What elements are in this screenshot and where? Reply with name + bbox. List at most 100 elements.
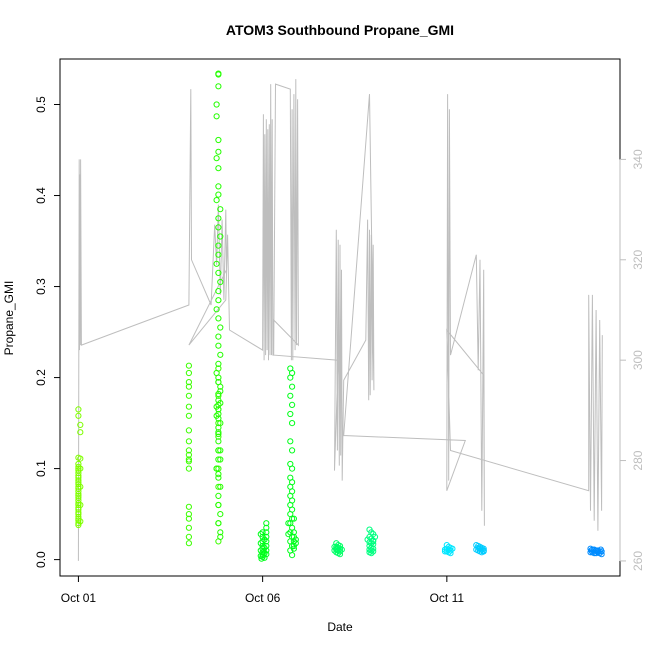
data-point — [259, 538, 266, 545]
x-axis-tick-label: Oct 11 — [430, 591, 465, 605]
data-point — [215, 165, 222, 172]
data-point — [217, 510, 224, 518]
data-point — [185, 412, 192, 419]
data-point — [185, 465, 192, 472]
data-point — [185, 427, 192, 434]
data-point — [215, 438, 222, 445]
data-point — [77, 518, 84, 525]
data-point — [75, 510, 82, 518]
data-point — [215, 360, 222, 367]
data-point — [338, 546, 345, 553]
data-point — [478, 546, 485, 553]
data-point — [290, 538, 297, 545]
data-point — [215, 471, 222, 478]
data-point — [215, 136, 222, 144]
data-point — [368, 550, 375, 557]
data-point — [215, 520, 222, 527]
data-point — [217, 383, 224, 390]
data-point — [258, 555, 265, 562]
data-point — [263, 538, 270, 545]
data-point — [185, 524, 192, 531]
y2-axis-tick-label: 280 — [631, 450, 645, 470]
data-point — [213, 260, 220, 267]
data-point — [289, 383, 296, 390]
data-point — [215, 415, 222, 422]
y2-axis-tick-label: 320 — [631, 249, 645, 269]
y-axis-tick-label: 0.2 — [34, 369, 48, 386]
data-point — [185, 392, 192, 399]
data-point — [215, 183, 222, 190]
data-point — [289, 401, 296, 408]
data-point — [290, 529, 297, 536]
data-point — [213, 465, 220, 472]
data-point — [75, 501, 82, 509]
data-point — [215, 492, 222, 499]
data-point — [285, 531, 292, 538]
data-point — [217, 447, 224, 454]
data-point — [217, 400, 224, 407]
data-point — [77, 421, 84, 428]
y2-axis-tick-label: 300 — [631, 350, 645, 370]
data-point — [215, 483, 222, 490]
data-point — [185, 438, 192, 445]
data-point — [215, 70, 222, 77]
x-axis-tick-label: Oct 01 — [61, 591, 97, 605]
data-point — [287, 392, 294, 399]
data-point — [588, 547, 595, 554]
y-axis-tick-label: 0.3 — [34, 278, 48, 295]
data-point — [185, 379, 192, 386]
y-axis-tick-label: 0.4 — [34, 187, 48, 204]
data-point — [215, 390, 222, 398]
data-point — [213, 403, 220, 410]
data-point — [597, 546, 604, 553]
plot-area: Oct 01 Oct 06 Oct 11 0.0 0.1 0.2 0.3 0.4 0.5 260 2… — [34, 58, 645, 605]
data-point — [215, 374, 222, 381]
data-point — [185, 533, 192, 541]
data-point — [289, 465, 296, 472]
data-point — [215, 242, 222, 249]
data-point — [77, 483, 84, 490]
data-point — [215, 430, 222, 438]
x-axis-label: Date — [327, 620, 353, 634]
data-point — [217, 483, 224, 490]
data-point — [215, 342, 222, 349]
data-point — [185, 451, 192, 458]
data-point — [77, 455, 84, 462]
data-point — [215, 224, 222, 231]
data-point — [185, 369, 192, 377]
data-point — [217, 206, 224, 213]
data-point — [215, 401, 222, 408]
data-point — [215, 251, 222, 258]
y-axis-tick-label: 0.5 — [34, 96, 48, 113]
data-point — [215, 474, 222, 481]
data-point — [217, 351, 224, 358]
data-point — [77, 429, 84, 436]
data-point — [215, 269, 222, 276]
data-point — [292, 540, 299, 547]
data-point — [215, 315, 222, 322]
data-point — [217, 456, 224, 463]
data-point — [75, 406, 82, 413]
data-point — [213, 306, 220, 313]
data-point — [75, 474, 82, 481]
data-point — [185, 540, 192, 547]
data-point — [215, 456, 222, 463]
data-point — [185, 362, 192, 369]
data-point — [217, 529, 224, 536]
data-point — [263, 533, 270, 541]
data-point — [215, 433, 222, 440]
data-point — [213, 197, 220, 204]
data-point — [75, 472, 82, 479]
data-point — [215, 191, 222, 198]
data-point — [75, 412, 82, 419]
data-point — [263, 529, 270, 536]
data-point — [263, 547, 270, 554]
data-point — [77, 501, 84, 509]
data-point — [598, 551, 605, 558]
data-point — [287, 410, 294, 418]
data-point — [215, 410, 222, 418]
data-point — [215, 333, 222, 340]
data-point — [215, 215, 222, 222]
data-point — [213, 155, 220, 162]
